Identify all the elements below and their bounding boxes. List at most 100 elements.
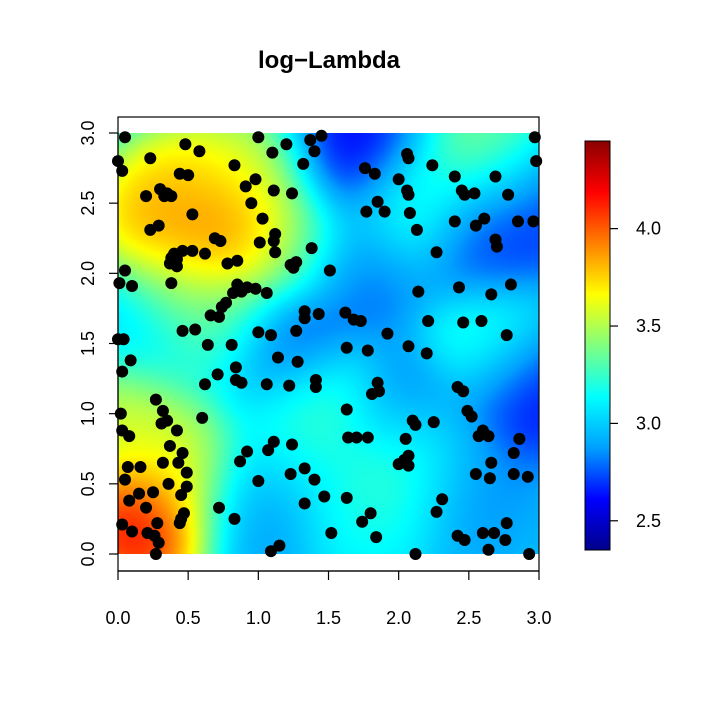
data-point [318,490,331,503]
x-axis: 0.0 0.5 1.0 1.5 2.0 2.5 3.0 [105,570,552,628]
data-point [286,187,299,200]
data-point [151,517,164,530]
data-point [309,381,322,394]
data-point [427,416,440,429]
data-point [482,543,495,556]
data-point [475,315,488,328]
data-point [488,526,501,539]
y-tick-label: 3.0 [78,120,98,145]
data-point [420,347,433,360]
colorbar-tick-label: 3.0 [636,413,661,433]
data-point [133,487,146,500]
data-point [298,462,311,475]
data-point [457,316,470,329]
data-point [123,494,136,507]
data-point [201,338,214,351]
data-point [360,205,373,218]
data-point [119,131,132,144]
data-point [162,477,175,490]
data-point [211,368,224,381]
data-point [409,548,422,560]
data-point [124,354,137,367]
data-point [308,473,321,486]
data-point [399,432,412,445]
data-point [370,531,383,544]
data-point [312,308,325,321]
data-point [502,188,515,201]
data-point [149,393,162,406]
data-point [485,288,498,301]
x-tick-label: 0.0 [105,608,130,628]
data-point [199,378,212,391]
data-point [229,361,242,374]
data-point [228,512,241,525]
data-point [426,159,439,172]
y-tick-label: 1.0 [78,401,98,426]
data-point [507,446,520,459]
data-point [340,403,353,416]
data-point [402,188,415,201]
data-point [271,351,284,364]
data-point [116,518,129,531]
data-point [252,475,265,488]
data-point [155,417,168,430]
data-point [253,236,266,249]
data-point [116,164,129,177]
data-point [231,254,244,267]
data-point [381,327,394,340]
y-tick-label: 0.0 [78,541,98,566]
data-point [290,256,303,269]
data-point [189,323,202,336]
y-tick-label: 2.5 [78,191,98,216]
data-point [176,244,189,257]
data-point [126,525,139,538]
data-point [163,439,176,452]
data-point [339,306,352,319]
data-point [283,379,296,392]
colorbar: 2.5 3.0 3.5 4.0 [584,140,661,551]
data-point [371,195,384,208]
data-point [340,341,353,354]
data-point [119,473,132,486]
x-tick-label: 1.5 [316,608,341,628]
data-point [489,170,502,183]
data-point [468,187,481,200]
data-point [356,515,369,528]
colorbar-tick-label: 3.5 [636,316,661,336]
data-point [256,212,269,225]
data-point [152,219,165,232]
data-point [527,215,540,228]
data-point [182,169,195,182]
data-point [358,162,371,175]
data-point [186,244,199,257]
data-point [457,385,470,398]
data-point [409,418,422,431]
data-point [264,329,277,342]
data-point [176,324,189,337]
data-point [144,152,157,165]
data-point [260,286,273,299]
data-point [465,410,478,423]
data-point [215,301,228,314]
data-point [361,344,374,357]
data-point [262,444,275,457]
chart-title: log−Lambda [258,47,401,74]
x-tick-label: 1.0 [246,608,271,628]
data-point [267,435,280,448]
data-point [483,472,496,485]
data-point [448,215,461,228]
data-point [504,278,517,291]
data-point [453,281,466,294]
data-point [364,507,377,520]
data-point [350,431,363,444]
data-point [266,146,279,159]
data-point [245,197,258,210]
data-point [430,246,443,259]
data-point [234,455,247,468]
data-point [284,468,297,481]
data-point [116,365,129,378]
data-point [264,545,277,558]
data-point [402,340,415,353]
data-point [402,449,415,462]
